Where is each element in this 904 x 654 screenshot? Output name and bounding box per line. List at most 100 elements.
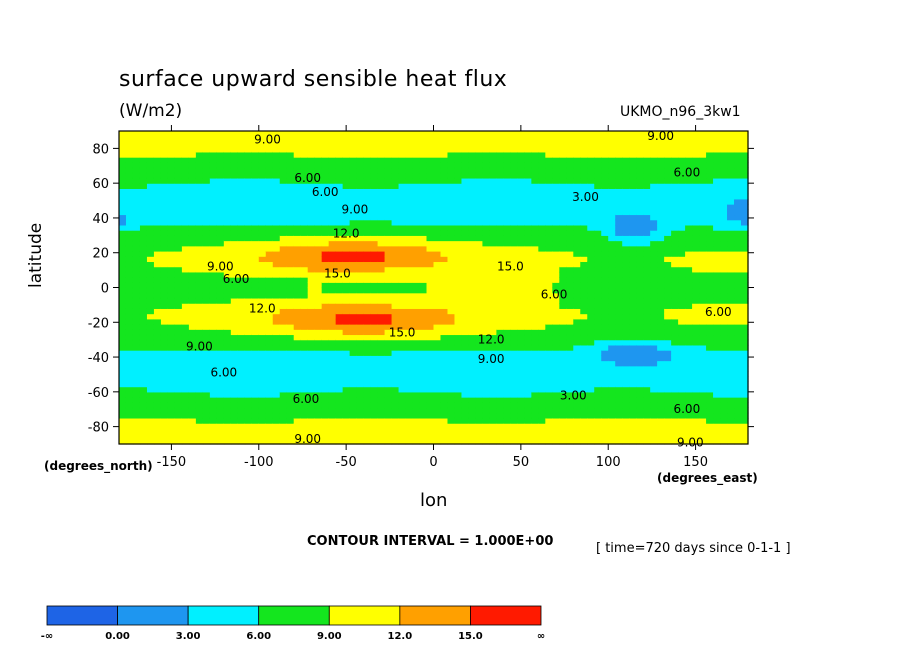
heatmap-cell [657,131,665,137]
heatmap-cell [307,209,316,216]
heatmap-cell [440,292,449,299]
heatmap-cell [370,297,379,304]
heatmap-cell [384,412,393,419]
heatmap-cell [146,412,155,419]
heatmap-cell [671,365,679,372]
heatmap-cell [636,386,644,393]
heatmap-cell [230,407,239,414]
heatmap-cell [601,271,609,278]
heatmap-cell [237,287,246,294]
heatmap-cell [293,386,302,393]
heatmap-cell [328,271,337,278]
heatmap-cell [398,370,407,377]
heatmap-cell [356,339,365,346]
heatmap-cell [363,177,372,184]
heatmap-cell [384,329,393,336]
heatmap-cell [230,287,239,294]
heatmap-cell [398,151,407,158]
heatmap-cell [146,250,155,257]
heatmap-cell [195,136,204,143]
heatmap-cell [258,167,267,174]
heatmap-cell [293,381,302,388]
heatmap-cell [657,261,665,268]
heatmap-cell [531,412,539,419]
heatmap-cell [454,292,463,299]
heatmap-cell [356,417,365,424]
heatmap-cell [398,188,407,195]
heatmap-cell [328,329,337,336]
heatmap-cell [524,256,532,263]
heatmap-cell [517,391,525,398]
heatmap-cell [293,339,302,346]
heatmap-cell [202,198,211,205]
heatmap-cell [664,245,672,252]
heatmap-cell [419,313,428,320]
heatmap-cell [146,391,155,398]
heatmap-cell [559,183,567,189]
heatmap-cell [671,313,679,320]
heatmap-cell [454,370,463,377]
heatmap-cell [251,224,260,231]
heatmap-cell [216,177,225,184]
heatmap-cell [685,266,693,273]
heatmap-cell [517,219,525,226]
heatmap-cell [209,219,218,226]
heatmap-cell [272,417,281,424]
heatmap-cell [440,360,449,367]
heatmap-cell [251,177,260,184]
heatmap-cell [363,224,372,231]
heatmap-cell [664,397,672,403]
heatmap-cell [594,167,602,174]
heatmap-cell [475,193,484,200]
heatmap-cell [643,235,651,242]
heatmap-cell [370,376,379,382]
heatmap-cell [419,350,428,356]
heatmap-cell [286,334,295,341]
heatmap-cell [433,157,442,163]
heatmap-cell [524,136,532,143]
heatmap-cell [587,214,595,221]
heatmap-cell [209,303,218,309]
heatmap-cell [174,428,183,435]
heatmap-cell [524,162,532,169]
heatmap-cell [139,230,148,236]
heatmap-cell [587,141,595,148]
heatmap-cell [489,329,497,336]
heatmap-cell [517,256,525,263]
heatmap-cell [265,297,274,304]
heatmap-cell [391,324,400,330]
heatmap-cell [244,433,253,440]
heatmap-cell [125,313,134,320]
heatmap-cell [433,271,442,278]
heatmap-cell [174,365,183,372]
heatmap-cell [265,146,274,153]
heatmap-cell [461,433,470,440]
heatmap-cell [552,266,560,273]
heatmap-cell [552,162,560,169]
heatmap-cell [363,324,372,330]
heatmap-cell [216,183,225,189]
heatmap-cell [699,397,707,403]
heatmap-cell [643,219,651,226]
heatmap-cell [391,433,400,440]
heatmap-cell [580,177,588,184]
heatmap-cell [377,381,386,388]
heatmap-cell [496,198,504,205]
heatmap-cell [559,365,567,372]
heatmap-cell [146,433,155,440]
heatmap-cell [405,292,414,299]
heatmap-cell [321,402,330,409]
heatmap-cell [447,167,456,174]
heatmap-cell [223,350,232,356]
heatmap-cell [223,219,232,226]
heatmap-cell [209,240,218,247]
heatmap-cell [349,172,358,179]
heatmap-cell [538,381,546,388]
heatmap-cell [307,318,316,325]
heatmap-cell [594,183,602,189]
heatmap-cell [580,266,588,273]
heatmap-cell [622,370,630,377]
heatmap-cell [216,303,225,309]
heatmap-cell [454,407,463,414]
heatmap-cell [461,224,470,231]
